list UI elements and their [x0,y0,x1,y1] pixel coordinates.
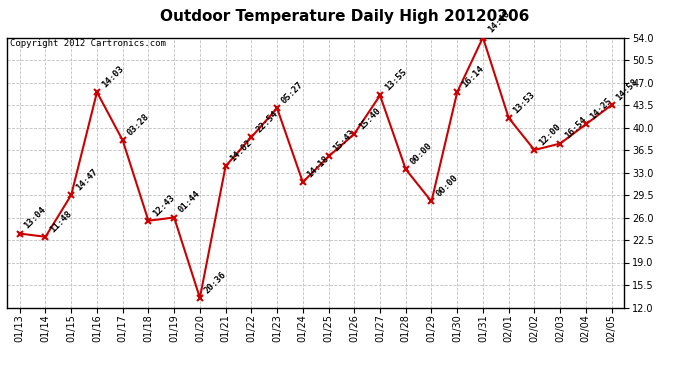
Text: 16:54: 16:54 [563,116,589,141]
Text: Copyright 2012 Cartronics.com: Copyright 2012 Cartronics.com [10,39,166,48]
Text: 14:58: 14:58 [614,77,640,102]
Text: 13:53: 13:53 [511,90,537,115]
Text: 16:14: 16:14 [460,64,485,89]
Text: 03:28: 03:28 [126,112,151,138]
Text: 13:55: 13:55 [383,67,408,93]
Text: 14:03: 14:03 [100,64,125,89]
Text: 14:18: 14:18 [306,154,331,179]
Text: 14:47: 14:47 [74,167,99,192]
Text: 00:00: 00:00 [434,173,460,199]
Text: 15:43: 15:43 [331,128,357,154]
Text: 14:02: 14:02 [228,138,254,163]
Text: 12:00: 12:00 [538,122,562,147]
Text: 20:36: 20:36 [203,270,228,295]
Text: 12:43: 12:43 [151,193,177,218]
Text: Outdoor Temperature Daily High 20120206: Outdoor Temperature Daily High 20120206 [160,9,530,24]
Text: 01:44: 01:44 [177,189,202,215]
Text: 05:27: 05:27 [280,80,305,105]
Text: 13:04: 13:04 [23,206,48,231]
Text: 22:54: 22:54 [254,109,279,134]
Text: 00:00: 00:00 [408,141,434,166]
Text: 14:25: 14:25 [589,96,614,122]
Text: 14:40: 14:40 [486,9,511,35]
Text: 11:48: 11:48 [48,209,74,234]
Text: 15:40: 15:40 [357,106,382,131]
